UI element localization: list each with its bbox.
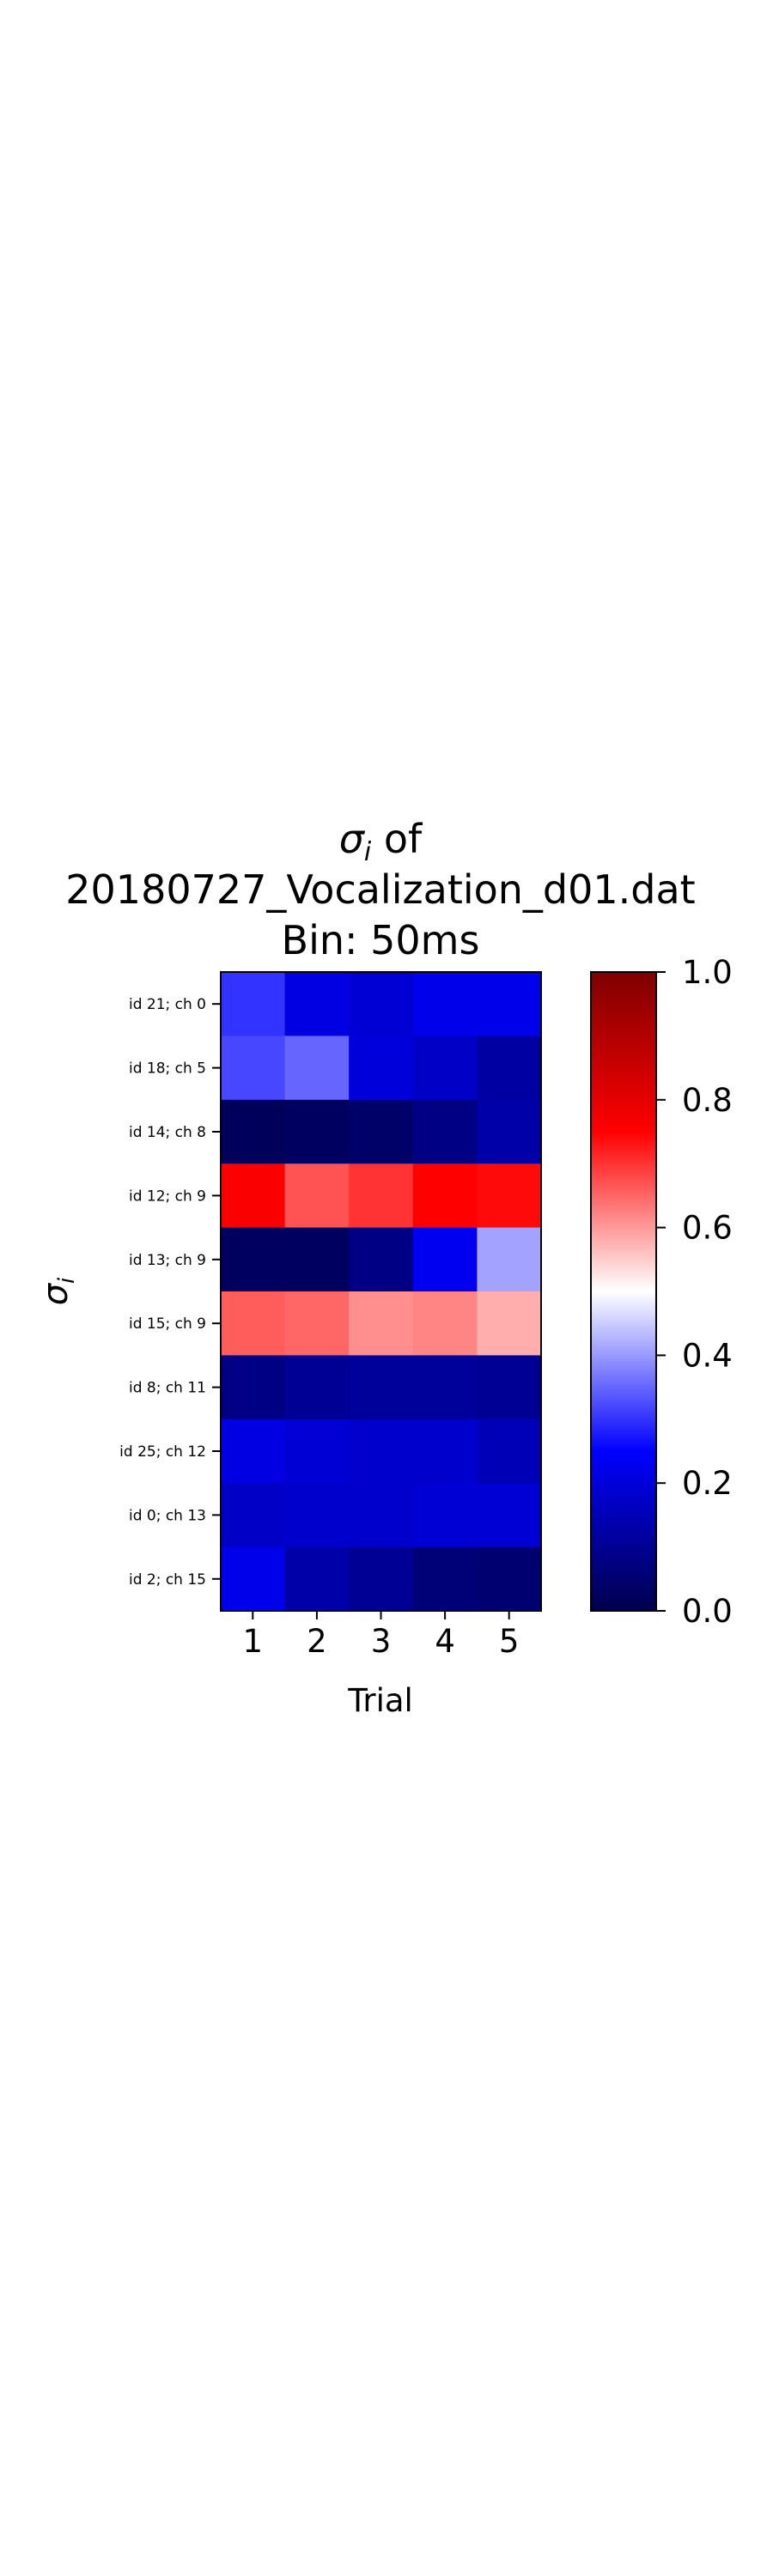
y-axis-label: σi <box>36 1277 80 1305</box>
heatmap-cell <box>221 1419 286 1484</box>
title-sigma: σ <box>339 816 366 862</box>
heatmap-cell <box>284 1419 350 1484</box>
heatmap-cell <box>412 1546 478 1612</box>
x-tick-label: 1 <box>243 1623 264 1660</box>
heatmap-cell <box>477 972 542 1036</box>
heatmap-cell <box>284 1355 350 1420</box>
heatmap-cell <box>221 1483 286 1548</box>
y-axis-sigma-subscript: i <box>54 1277 80 1284</box>
heatmap-cell <box>349 1227 414 1292</box>
colorbar <box>590 971 657 1612</box>
heatmap-cell <box>349 1546 414 1612</box>
heatmap-cell <box>477 1227 542 1292</box>
heatmap-cell <box>221 972 286 1036</box>
x-tick-label: 3 <box>371 1623 392 1660</box>
heatmap-cell <box>412 1227 478 1292</box>
chart-title: σi of 20180727_Vocalization_d01.dat Bin:… <box>65 816 695 963</box>
colorbar-axis: 0.0 0.2 0.4 0.6 0.8 1.0 <box>656 954 733 1630</box>
heatmap-cell <box>221 1036 286 1101</box>
y-tick-label: id 13; ch 9 <box>129 1252 206 1269</box>
y-tick-label: id 15; ch 9 <box>129 1315 206 1333</box>
heatmap-cell <box>412 1419 478 1484</box>
heatmap-cell <box>349 1483 414 1548</box>
y-tick-label: id 18; ch 5 <box>129 1060 206 1078</box>
colorbar-tick-label: 0.0 <box>682 1593 733 1630</box>
heatmap-cell <box>284 1099 350 1164</box>
colorbar-tick-label: 0.8 <box>682 1082 733 1119</box>
y-axis: id 21; ch 0 id 18; ch 5 id 14; ch 8 id 12; … <box>119 996 221 1589</box>
heatmap-cell <box>477 1099 542 1164</box>
heatmap-cell <box>349 1099 414 1164</box>
y-tick-label: id 25; ch 12 <box>119 1443 206 1461</box>
heatmap-cell <box>284 1227 350 1292</box>
x-tick-label: 5 <box>499 1623 520 1660</box>
colorbar-tick-label: 1.0 <box>682 954 733 991</box>
heatmap-cell <box>477 1355 542 1420</box>
heatmap-cell <box>477 1483 542 1548</box>
heatmap-cell <box>412 972 478 1036</box>
heatmap-cell <box>284 1163 350 1229</box>
heatmap-cell <box>412 1355 478 1420</box>
heatmap-cell <box>221 1227 286 1292</box>
title-of: of <box>371 816 423 862</box>
colorbar-tick-label: 0.6 <box>682 1210 733 1247</box>
heatmap-cell <box>221 1099 286 1164</box>
heatmap-cell <box>477 1419 542 1484</box>
heatmap-cell <box>349 1291 414 1356</box>
heatmap-cell <box>284 1546 350 1612</box>
heatmap-cell <box>349 1419 414 1484</box>
y-tick-label: id 8; ch 11 <box>129 1380 206 1397</box>
y-tick-label: id 14; ch 8 <box>129 1124 206 1141</box>
heatmap-cell <box>412 1099 478 1164</box>
y-axis-sigma: σ <box>36 1282 76 1305</box>
heatmap-cell <box>477 1291 542 1356</box>
heatmap-cell <box>221 1546 286 1612</box>
heatmap-cell <box>284 1483 350 1548</box>
y-tick-label: id 12; ch 9 <box>129 1188 206 1205</box>
colorbar-tick-label: 0.4 <box>682 1337 733 1374</box>
heatmap-cell <box>221 1291 286 1356</box>
colorbar-tick-label: 0.2 <box>682 1465 733 1502</box>
title-line-1: σi of <box>339 816 423 867</box>
heatmap-cell <box>412 1036 478 1101</box>
y-tick-label: id 2; ch 15 <box>129 1571 206 1589</box>
x-axis: 1 2 3 4 5 <box>243 1611 520 1660</box>
title-line-2: 20180727_Vocalization_d01.dat <box>65 866 695 913</box>
heatmap-cell <box>412 1163 478 1229</box>
heatmap-cell <box>412 1291 478 1356</box>
heatmap-cell <box>477 1546 542 1612</box>
heatmap-cell <box>477 1036 542 1101</box>
heatmap-cells <box>221 972 542 1612</box>
x-tick-label: 2 <box>307 1623 327 1660</box>
x-axis-label: Trial <box>347 1682 413 1719</box>
heatmap-cell <box>221 1355 286 1420</box>
heatmap-cell <box>349 972 414 1036</box>
heatmap-cell <box>349 1036 414 1101</box>
heatmap-cell <box>284 1036 350 1101</box>
x-tick-label: 4 <box>435 1623 455 1660</box>
heatmap-cell <box>349 1163 414 1229</box>
title-sigma-subscript: i <box>364 837 372 867</box>
heatmap-cell <box>349 1355 414 1420</box>
heatmap-cell <box>412 1483 478 1548</box>
heatmap-cell <box>221 1163 286 1229</box>
y-tick-label: id 0; ch 13 <box>129 1507 206 1524</box>
heatmap-cell <box>284 972 350 1036</box>
title-line-3: Bin: 50ms <box>282 917 480 963</box>
y-tick-label: id 21; ch 0 <box>129 996 206 1013</box>
heatmap-cell <box>477 1163 542 1229</box>
heatmap-cell <box>284 1291 350 1356</box>
